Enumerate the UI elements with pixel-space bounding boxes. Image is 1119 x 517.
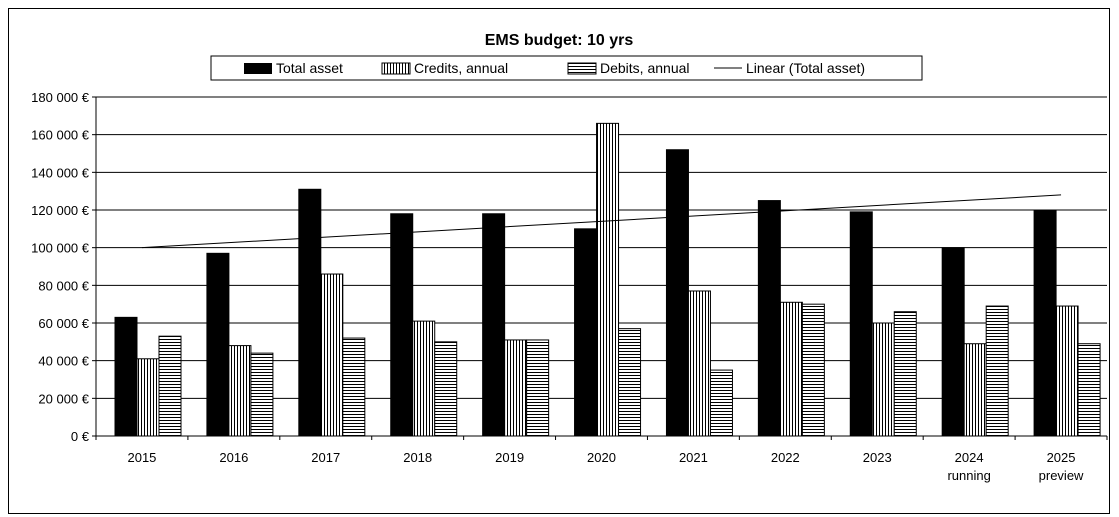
bar-credits xyxy=(228,345,252,437)
bar-total-asset xyxy=(206,252,230,437)
y-tick-label: 140 000 € xyxy=(31,165,90,180)
axes xyxy=(95,97,1107,437)
legend-label-total-asset: Total asset xyxy=(276,60,343,76)
bar-debits xyxy=(893,311,917,437)
y-tick-label: 40 000 € xyxy=(38,354,89,369)
legend-box xyxy=(210,55,923,81)
trendline xyxy=(141,194,1062,249)
bar-debits xyxy=(158,335,182,437)
bar-credits xyxy=(320,273,344,437)
legend-label-trendline: Linear (Total asset) xyxy=(746,60,865,76)
y-tick-label: 160 000 € xyxy=(31,128,90,143)
trendline-group xyxy=(141,194,1062,249)
y-tick-label: 80 000 € xyxy=(38,278,89,293)
chart-title: EMS budget: 10 yrs xyxy=(485,32,634,49)
x-tick-label: 2025 xyxy=(1047,450,1076,465)
legend-swatch-total-asset xyxy=(244,63,272,74)
bar-credits xyxy=(1055,305,1079,437)
legend-label-debits: Debits, annual xyxy=(600,60,690,76)
y-tick-label: 60 000 € xyxy=(38,316,89,331)
bar-total-asset xyxy=(941,247,965,437)
y-tick-label: 20 000 € xyxy=(38,391,89,406)
bar-debits xyxy=(342,337,366,437)
bar-total-asset xyxy=(390,213,414,437)
bar-credits xyxy=(596,122,620,437)
legend-swatch-debits xyxy=(567,62,597,75)
y-axis-ticks: 0 € 20 000 € 40 000 € 60 000 € 80 000 € 100 0… xyxy=(31,90,96,444)
bar-debits xyxy=(709,369,733,437)
bar-total-asset xyxy=(757,200,781,437)
x-tick-label: 2022 xyxy=(771,450,800,465)
bar-credits xyxy=(963,343,987,437)
x-tick-sublabel: preview xyxy=(1039,468,1084,483)
bar-total-asset xyxy=(482,213,506,437)
x-tick-label: 2023 xyxy=(863,450,892,465)
x-tick-label: 2024 xyxy=(955,450,984,465)
x-tick-label: 2018 xyxy=(403,450,432,465)
y-tick-label: 120 000 € xyxy=(31,203,90,218)
bar-debits xyxy=(801,303,825,437)
bar-credits xyxy=(779,301,803,437)
bar-total-asset xyxy=(114,316,138,437)
bar-total-asset xyxy=(298,188,322,437)
legend-label-credits: Credits, annual xyxy=(414,60,508,76)
y-tick-label: 0 € xyxy=(71,429,90,444)
x-tick-label: 2016 xyxy=(219,450,248,465)
legend: Total asset Credits, annual Debits, annu… xyxy=(210,55,923,81)
x-tick-label: 2017 xyxy=(311,450,340,465)
bar-credits xyxy=(136,358,160,437)
bars xyxy=(114,122,1101,437)
bar-debits xyxy=(434,341,458,437)
x-tick-label: 2015 xyxy=(127,450,156,465)
bar-debits xyxy=(526,339,550,437)
bar-total-asset xyxy=(1033,209,1057,437)
bar-debits xyxy=(250,352,274,437)
bar-credits xyxy=(871,322,895,437)
x-axis-ticks: 2015 2016 2017 2018 2019 2020 2021 2022 2023 2024… xyxy=(95,436,1108,483)
bar-total-asset xyxy=(665,149,689,437)
bar-total-asset xyxy=(574,228,598,437)
x-tick-label: 2020 xyxy=(587,450,616,465)
bar-credits xyxy=(412,320,436,437)
y-tick-label: 100 000 € xyxy=(31,241,90,256)
bar-debits xyxy=(985,305,1009,437)
bar-credits xyxy=(687,290,711,437)
bar-debits xyxy=(618,328,642,437)
chart-frame xyxy=(8,8,1110,514)
x-tick-sublabel: running xyxy=(947,468,990,483)
bar-credits xyxy=(504,339,528,437)
legend-swatch-credits xyxy=(381,62,411,75)
y-tick-label: 180 000 € xyxy=(31,90,90,105)
x-tick-label: 2021 xyxy=(679,450,708,465)
bar-debits xyxy=(1077,343,1101,437)
bar-total-asset xyxy=(849,211,873,437)
x-tick-label: 2019 xyxy=(495,450,524,465)
